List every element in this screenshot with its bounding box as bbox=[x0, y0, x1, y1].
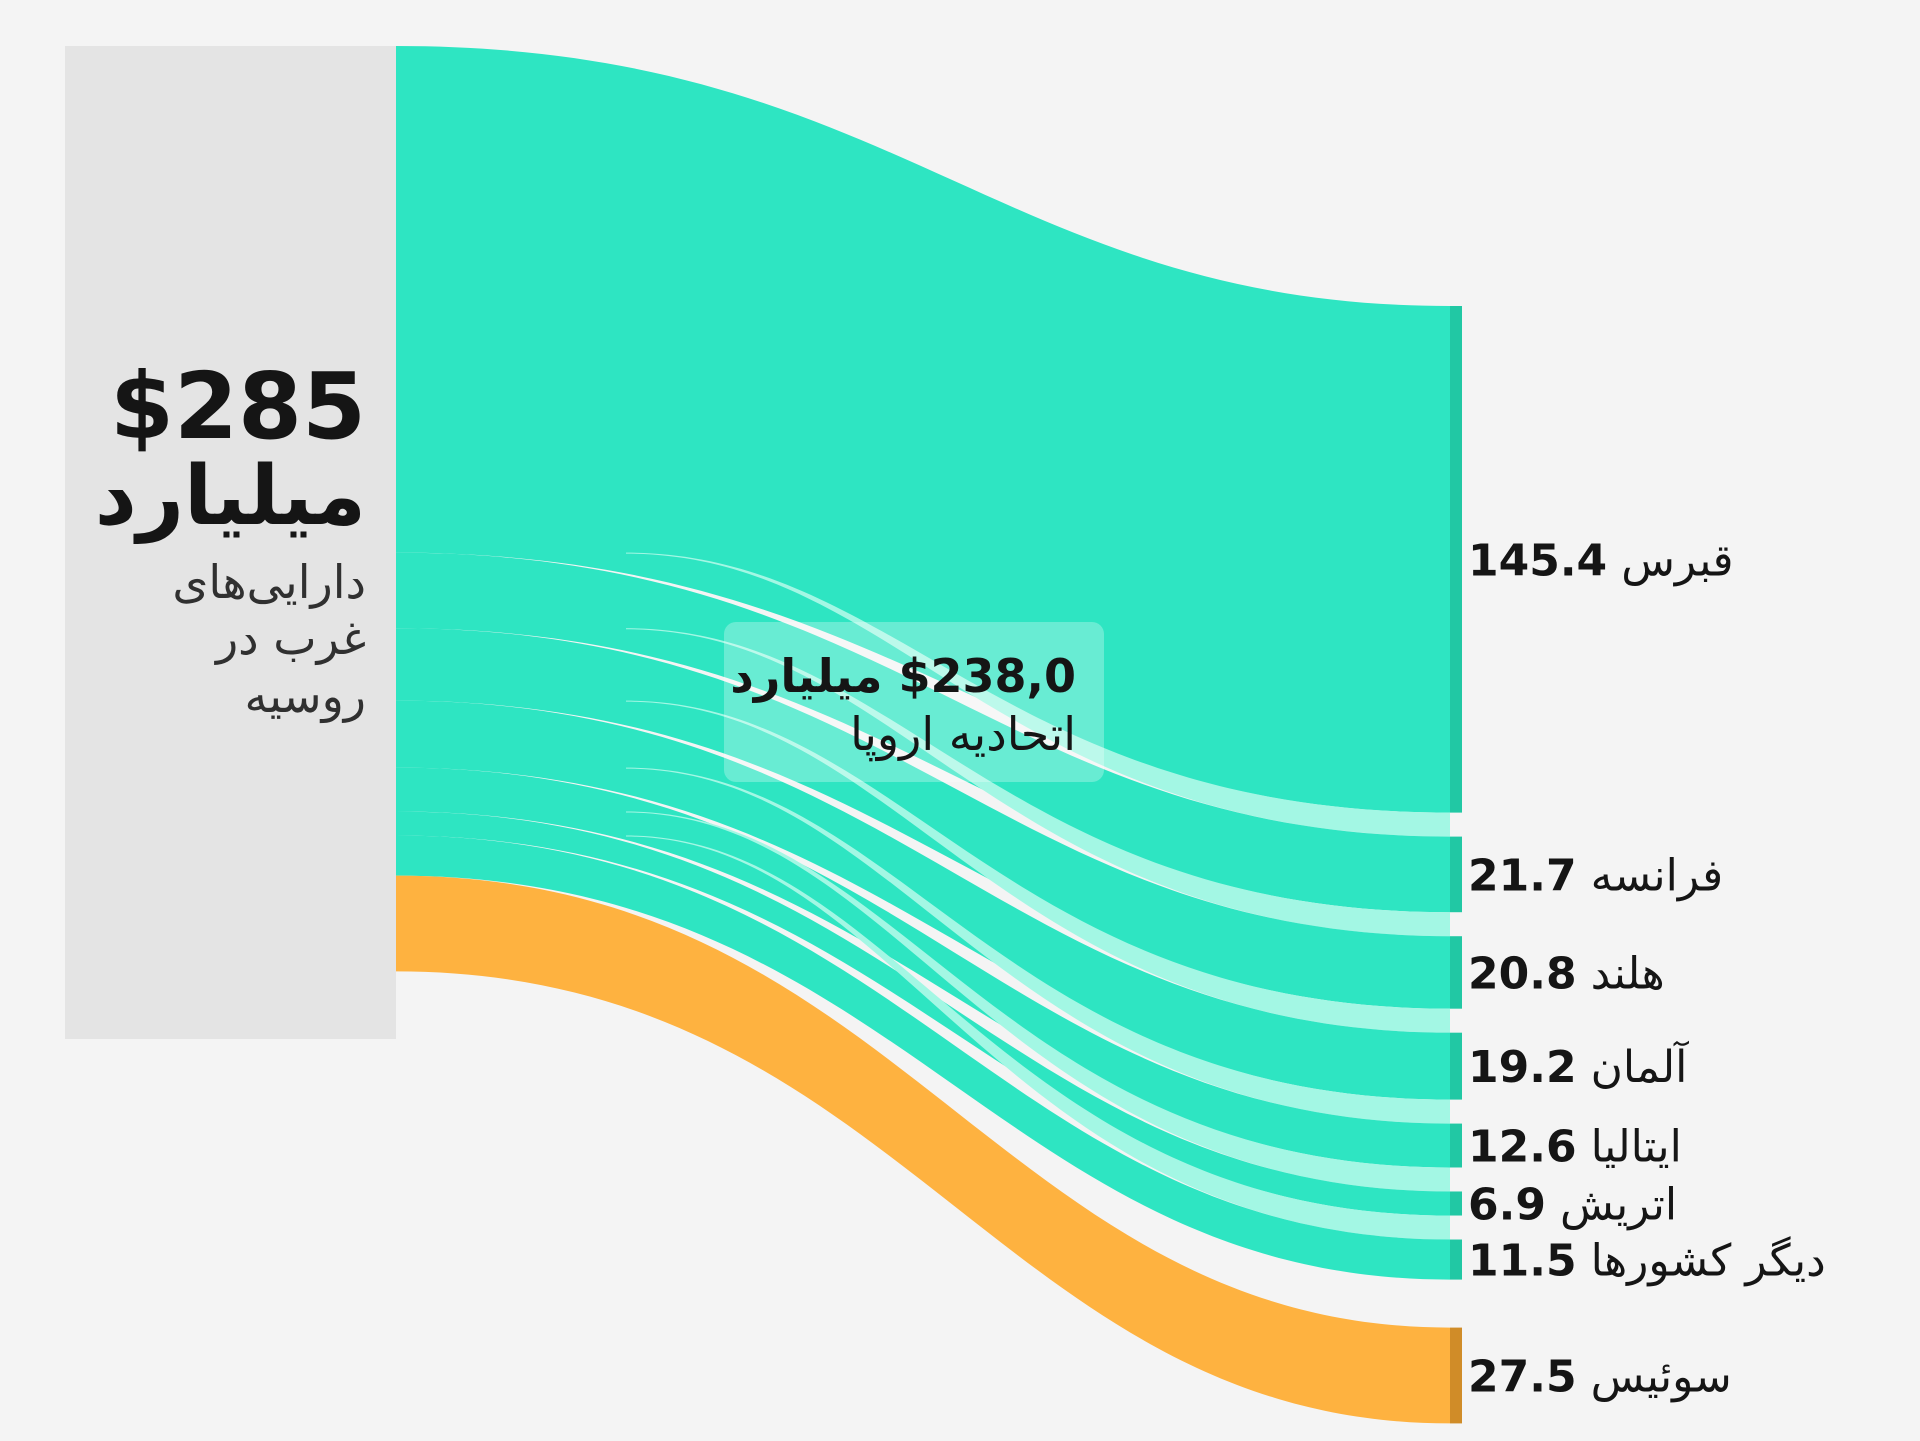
target-name-5: ایتالیا bbox=[1591, 1122, 1682, 1173]
source-amount: $285 bbox=[110, 353, 366, 460]
target-bar-6 bbox=[1450, 1191, 1462, 1216]
target-name-3: هلند bbox=[1591, 948, 1665, 999]
target-value-3: 20.8 bbox=[1468, 948, 1577, 999]
target-name-8: سوئیس bbox=[1591, 1351, 1732, 1402]
flow-7 bbox=[396, 835, 1450, 1280]
target-bar-3 bbox=[1450, 936, 1462, 1009]
target-bar-1 bbox=[1450, 306, 1462, 813]
target-value-7: 11.5 bbox=[1468, 1236, 1577, 1287]
eu-amount-label: $238,0 میلیارد bbox=[730, 649, 1076, 703]
target-label-5: 12.6 ایتالیا bbox=[1468, 1122, 1682, 1173]
target-label-7: 11.5 دیگر کشورها bbox=[1468, 1236, 1826, 1287]
flow-group bbox=[396, 46, 1450, 1424]
target-name-1: قبرس bbox=[1621, 535, 1733, 586]
target-bar-group bbox=[1450, 306, 1462, 1424]
target-value-1: 145.4 bbox=[1468, 535, 1607, 586]
source-unit: میلیارد bbox=[95, 449, 366, 544]
target-value-6: 6.9 bbox=[1468, 1180, 1546, 1231]
flow-5 bbox=[396, 767, 1450, 1168]
source-description-line-1: دارایی‌های bbox=[172, 555, 366, 609]
target-value-5: 12.6 bbox=[1468, 1122, 1577, 1173]
target-bar-8 bbox=[1450, 1327, 1462, 1424]
target-label-8: 27.5 سوئیس bbox=[1468, 1351, 1732, 1402]
target-label-3: 20.8 هلند bbox=[1468, 948, 1665, 999]
target-label-2: 21.7 فرانسه bbox=[1468, 850, 1723, 901]
target-bar-2 bbox=[1450, 836, 1462, 913]
target-bar-4 bbox=[1450, 1032, 1462, 1100]
target-value-8: 27.5 bbox=[1468, 1351, 1577, 1402]
source-description-line-3: روسیه bbox=[244, 669, 366, 724]
target-value-2: 21.7 bbox=[1468, 850, 1577, 901]
flow-1 bbox=[396, 46, 1450, 813]
target-label-1: 145.4 قبرس bbox=[1468, 535, 1734, 586]
target-label-group: 145.4 قبرس 21.7 فرانسه 20.8 هلند 19.2 آلمان… bbox=[1468, 535, 1826, 1402]
target-name-4: آلمان bbox=[1591, 1040, 1690, 1093]
eu-name-label: اتحادیه اروپا bbox=[850, 707, 1076, 762]
target-name-6: اتریش bbox=[1560, 1180, 1677, 1231]
target-value-4: 19.2 bbox=[1468, 1042, 1577, 1093]
flow-2 bbox=[396, 552, 1450, 913]
flow-3 bbox=[396, 628, 1450, 1009]
target-name-2: فرانسه bbox=[1591, 850, 1724, 901]
target-bar-5 bbox=[1450, 1123, 1462, 1168]
target-label-4: 19.2 آلمان bbox=[1468, 1040, 1689, 1093]
target-bar-7 bbox=[1450, 1239, 1462, 1280]
flow-8 bbox=[396, 875, 1450, 1424]
target-name-7: دیگر کشورها bbox=[1591, 1236, 1826, 1287]
eu-label-box bbox=[724, 622, 1104, 782]
source-description-line-2: غرب در bbox=[214, 611, 366, 666]
source-node bbox=[65, 46, 396, 1039]
target-label-6: 6.9 اتریش bbox=[1468, 1180, 1677, 1231]
